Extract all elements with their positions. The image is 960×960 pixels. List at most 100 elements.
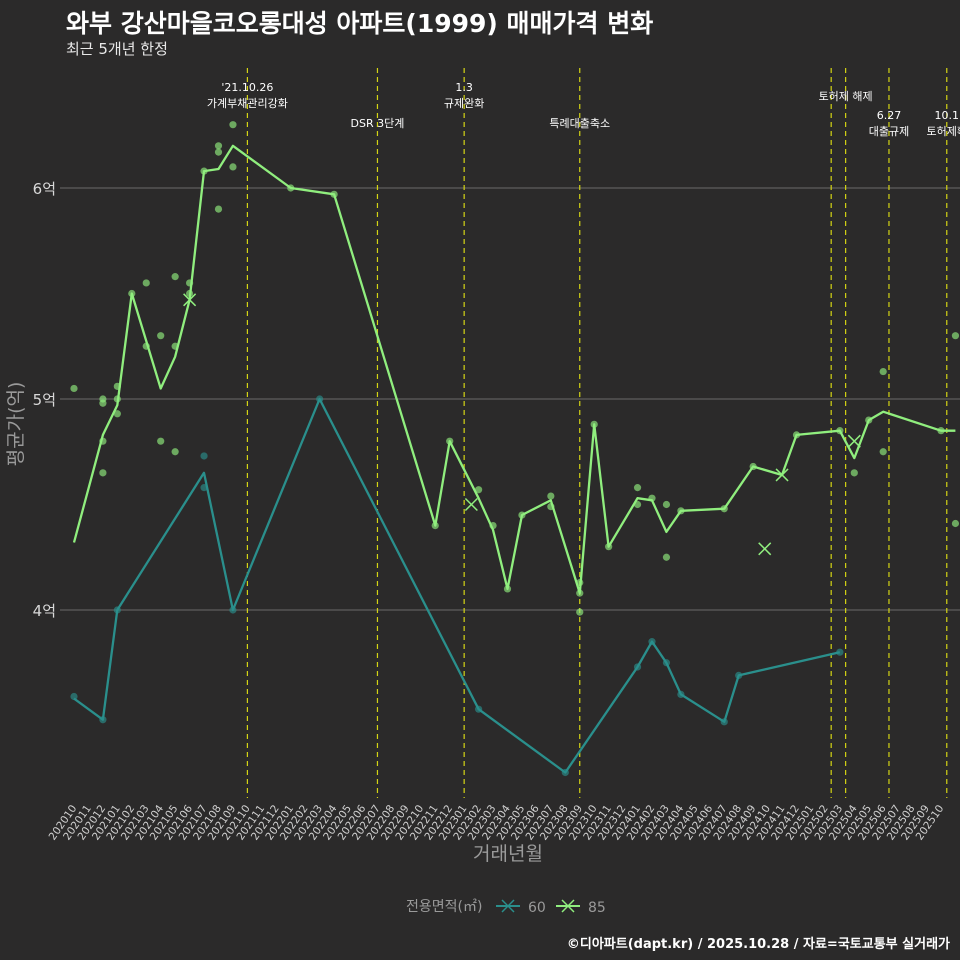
cross-marker-85 bbox=[847, 434, 861, 448]
data-point-85 bbox=[475, 486, 483, 494]
data-point-85 bbox=[951, 519, 960, 528]
data-point-85 bbox=[633, 484, 642, 492]
data-point-60 bbox=[229, 606, 237, 614]
data-point-85 bbox=[662, 500, 671, 509]
data-point-60 bbox=[648, 638, 656, 646]
y-axis-title: 평균가(억) bbox=[5, 382, 27, 467]
data-point-85 bbox=[489, 522, 497, 530]
event-label: 6.27 bbox=[877, 109, 902, 122]
cross-stroke bbox=[847, 434, 861, 448]
data-point-85 bbox=[590, 420, 598, 428]
data-point-85 bbox=[576, 608, 584, 616]
data-point-85 bbox=[113, 382, 121, 390]
data-point-85 bbox=[229, 163, 237, 171]
data-point-85 bbox=[214, 148, 223, 156]
data-point-85 bbox=[142, 342, 150, 350]
cross-marker-85 bbox=[183, 293, 197, 307]
data-point-85 bbox=[547, 503, 555, 511]
data-point-60 bbox=[70, 692, 78, 701]
data-point-60 bbox=[720, 718, 728, 726]
data-point-85 bbox=[157, 437, 165, 445]
data-point-60 bbox=[113, 606, 121, 614]
data-point-85 bbox=[879, 367, 887, 376]
legend-label-60: 60 bbox=[528, 900, 546, 916]
y-tick-label: 6억 bbox=[33, 180, 56, 198]
event-label: 1.3 bbox=[455, 81, 473, 94]
data-point-85 bbox=[157, 332, 165, 340]
legend: 전용면적(㎡) 60 85 bbox=[406, 899, 606, 916]
data-point-85 bbox=[749, 462, 757, 471]
data-point-85 bbox=[937, 427, 945, 435]
axes: 4억5억6억2020102020112020122021012021022021… bbox=[5, 180, 946, 865]
y-tick-label: 5억 bbox=[33, 391, 56, 409]
legend-label-85: 85 bbox=[588, 900, 606, 916]
event-label: 대출규제 bbox=[869, 125, 909, 138]
data-point-85 bbox=[128, 289, 136, 298]
event-label: 특례대출축소 bbox=[549, 117, 610, 130]
cross-marker-85 bbox=[464, 497, 478, 512]
data-point-60 bbox=[200, 452, 208, 460]
x-axis-title: 거래년월 bbox=[473, 843, 543, 865]
data-point-85 bbox=[446, 437, 454, 445]
data-point-60 bbox=[475, 705, 483, 713]
cross-marker-85 bbox=[758, 542, 772, 556]
cross-stroke bbox=[183, 293, 197, 307]
source-caption: ©디아파트(dapt.kr) / 2025.10.28 / 자료=국토교통부 실… bbox=[566, 937, 950, 952]
data-point-85 bbox=[576, 589, 584, 597]
data-point-85 bbox=[142, 279, 150, 287]
data-point-85 bbox=[503, 585, 512, 593]
data-point-85 bbox=[547, 492, 555, 500]
data-point-85 bbox=[330, 190, 338, 198]
data-point-60 bbox=[662, 659, 671, 667]
legend-title: 전용면적(㎡) bbox=[406, 899, 482, 915]
data-point-85 bbox=[214, 205, 223, 213]
data-point-85 bbox=[662, 553, 671, 561]
data-point-85 bbox=[431, 522, 439, 530]
data-point-60 bbox=[99, 716, 107, 724]
data-point-85 bbox=[865, 416, 873, 424]
grid-lines bbox=[60, 187, 960, 611]
data-point-85 bbox=[171, 448, 179, 456]
data-point-85 bbox=[113, 410, 121, 418]
legend-key-60 bbox=[496, 899, 520, 913]
data-point-85 bbox=[171, 273, 179, 281]
event-label: 토허제 해제 bbox=[819, 89, 873, 103]
data-point-85 bbox=[836, 427, 844, 435]
data-point-85 bbox=[576, 578, 584, 587]
data-point-60 bbox=[316, 395, 324, 403]
legend-key-85 bbox=[556, 899, 580, 913]
chart-subtitle: 최근 5개년 한정 bbox=[66, 40, 168, 58]
data-point-85 bbox=[879, 448, 887, 456]
event-label: 10.1 bbox=[935, 109, 960, 122]
cross-stroke bbox=[464, 497, 478, 512]
data-point-85 bbox=[605, 543, 613, 551]
data-point-85 bbox=[186, 279, 194, 287]
data-point-60 bbox=[200, 484, 208, 492]
data-point-85 bbox=[99, 469, 107, 477]
data-point-85 bbox=[792, 431, 801, 439]
legend-cross bbox=[501, 899, 515, 913]
data-point-85 bbox=[113, 395, 121, 403]
data-point-85 bbox=[633, 500, 642, 509]
data-point-60 bbox=[735, 671, 743, 680]
data-point-85 bbox=[99, 437, 107, 445]
event-label: 토허제확 bbox=[927, 125, 960, 138]
event-label: '21.10.26 bbox=[221, 81, 273, 94]
cross-stroke bbox=[758, 542, 772, 556]
cross-stroke bbox=[775, 468, 789, 482]
series-line-85 bbox=[72, 144, 956, 595]
data-point-60 bbox=[677, 690, 685, 699]
chart-title: 와부 강산마을코오롱대성 아파트(1999) 매매가격 변화 bbox=[66, 9, 654, 38]
data-point-85 bbox=[200, 167, 208, 175]
data-point-85 bbox=[229, 121, 237, 129]
data-point-85 bbox=[951, 332, 960, 340]
cross-marker-85 bbox=[775, 468, 789, 482]
data-point-85 bbox=[171, 342, 179, 350]
data-point-85 bbox=[850, 469, 858, 477]
data-point-60 bbox=[561, 768, 569, 777]
data-point-85 bbox=[677, 507, 685, 515]
y-tick-label: 4억 bbox=[33, 602, 56, 620]
data-point-85 bbox=[648, 494, 656, 502]
